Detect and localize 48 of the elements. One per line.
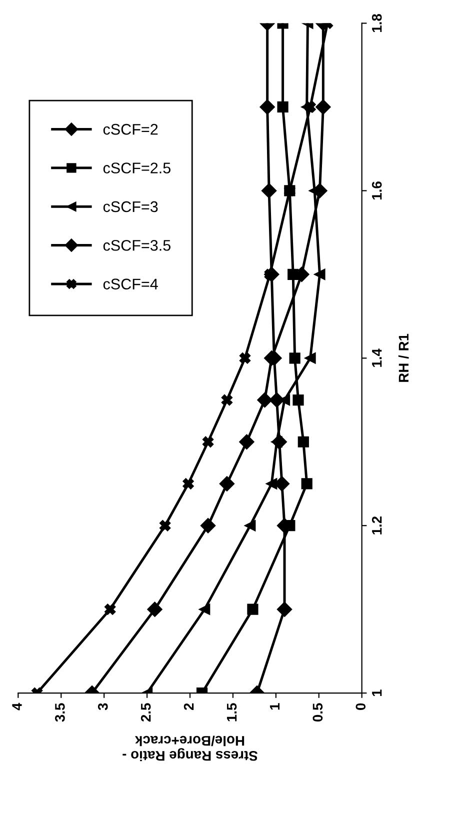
point — [221, 394, 232, 406]
y-tick-label: 1.6 — [372, 182, 382, 200]
point — [292, 394, 304, 406]
x-axis-title: Stress Range Ratio - Hole/Bore+crack — [122, 736, 258, 762]
y-tick-label: 1 — [372, 690, 382, 696]
y-tick-label: 1.2 — [372, 516, 382, 534]
point — [260, 99, 275, 115]
x-tick-label: 0.5 — [312, 703, 323, 722]
y-tick-label: 1.4 — [372, 348, 382, 367]
x-tick-label: 3.5 — [55, 703, 65, 722]
x-tick-label: 1 — [270, 703, 280, 710]
point — [160, 520, 171, 532]
legend-label: cSCF=2.5 — [103, 162, 170, 174]
legend-label: cSCF=2 — [103, 124, 158, 135]
point — [261, 183, 277, 198]
point — [257, 392, 272, 408]
point — [147, 602, 162, 617]
point — [301, 478, 312, 490]
x-tick-label: 2 — [184, 703, 194, 710]
point — [202, 436, 214, 448]
point — [276, 602, 292, 617]
point — [266, 478, 278, 490]
point — [104, 604, 116, 615]
point — [314, 268, 326, 280]
point — [239, 434, 254, 450]
x-tick-label: 0 — [356, 703, 366, 710]
point — [199, 604, 210, 615]
point — [298, 436, 309, 448]
point — [304, 352, 316, 364]
x-tick-label: 1.5 — [226, 703, 237, 722]
point — [289, 352, 300, 364]
point — [200, 518, 216, 534]
point — [247, 604, 258, 615]
point — [182, 478, 194, 490]
point — [304, 101, 316, 113]
point — [219, 476, 235, 492]
x-tick-label: 4 — [12, 702, 22, 710]
point — [316, 99, 331, 115]
legend-label: cSCF=3 — [103, 201, 158, 212]
point — [239, 352, 251, 364]
point — [277, 101, 288, 113]
legend-label: cSCF=4 — [103, 278, 158, 290]
y-tick-label: 1.8 — [372, 14, 382, 32]
point — [244, 520, 256, 532]
legend-label: cSCF=3.5 — [103, 240, 170, 251]
x-tick-label: 3 — [98, 703, 108, 710]
x-tick-label: 2.5 — [140, 703, 151, 722]
y-axis-title: RH / R1 — [398, 334, 409, 382]
